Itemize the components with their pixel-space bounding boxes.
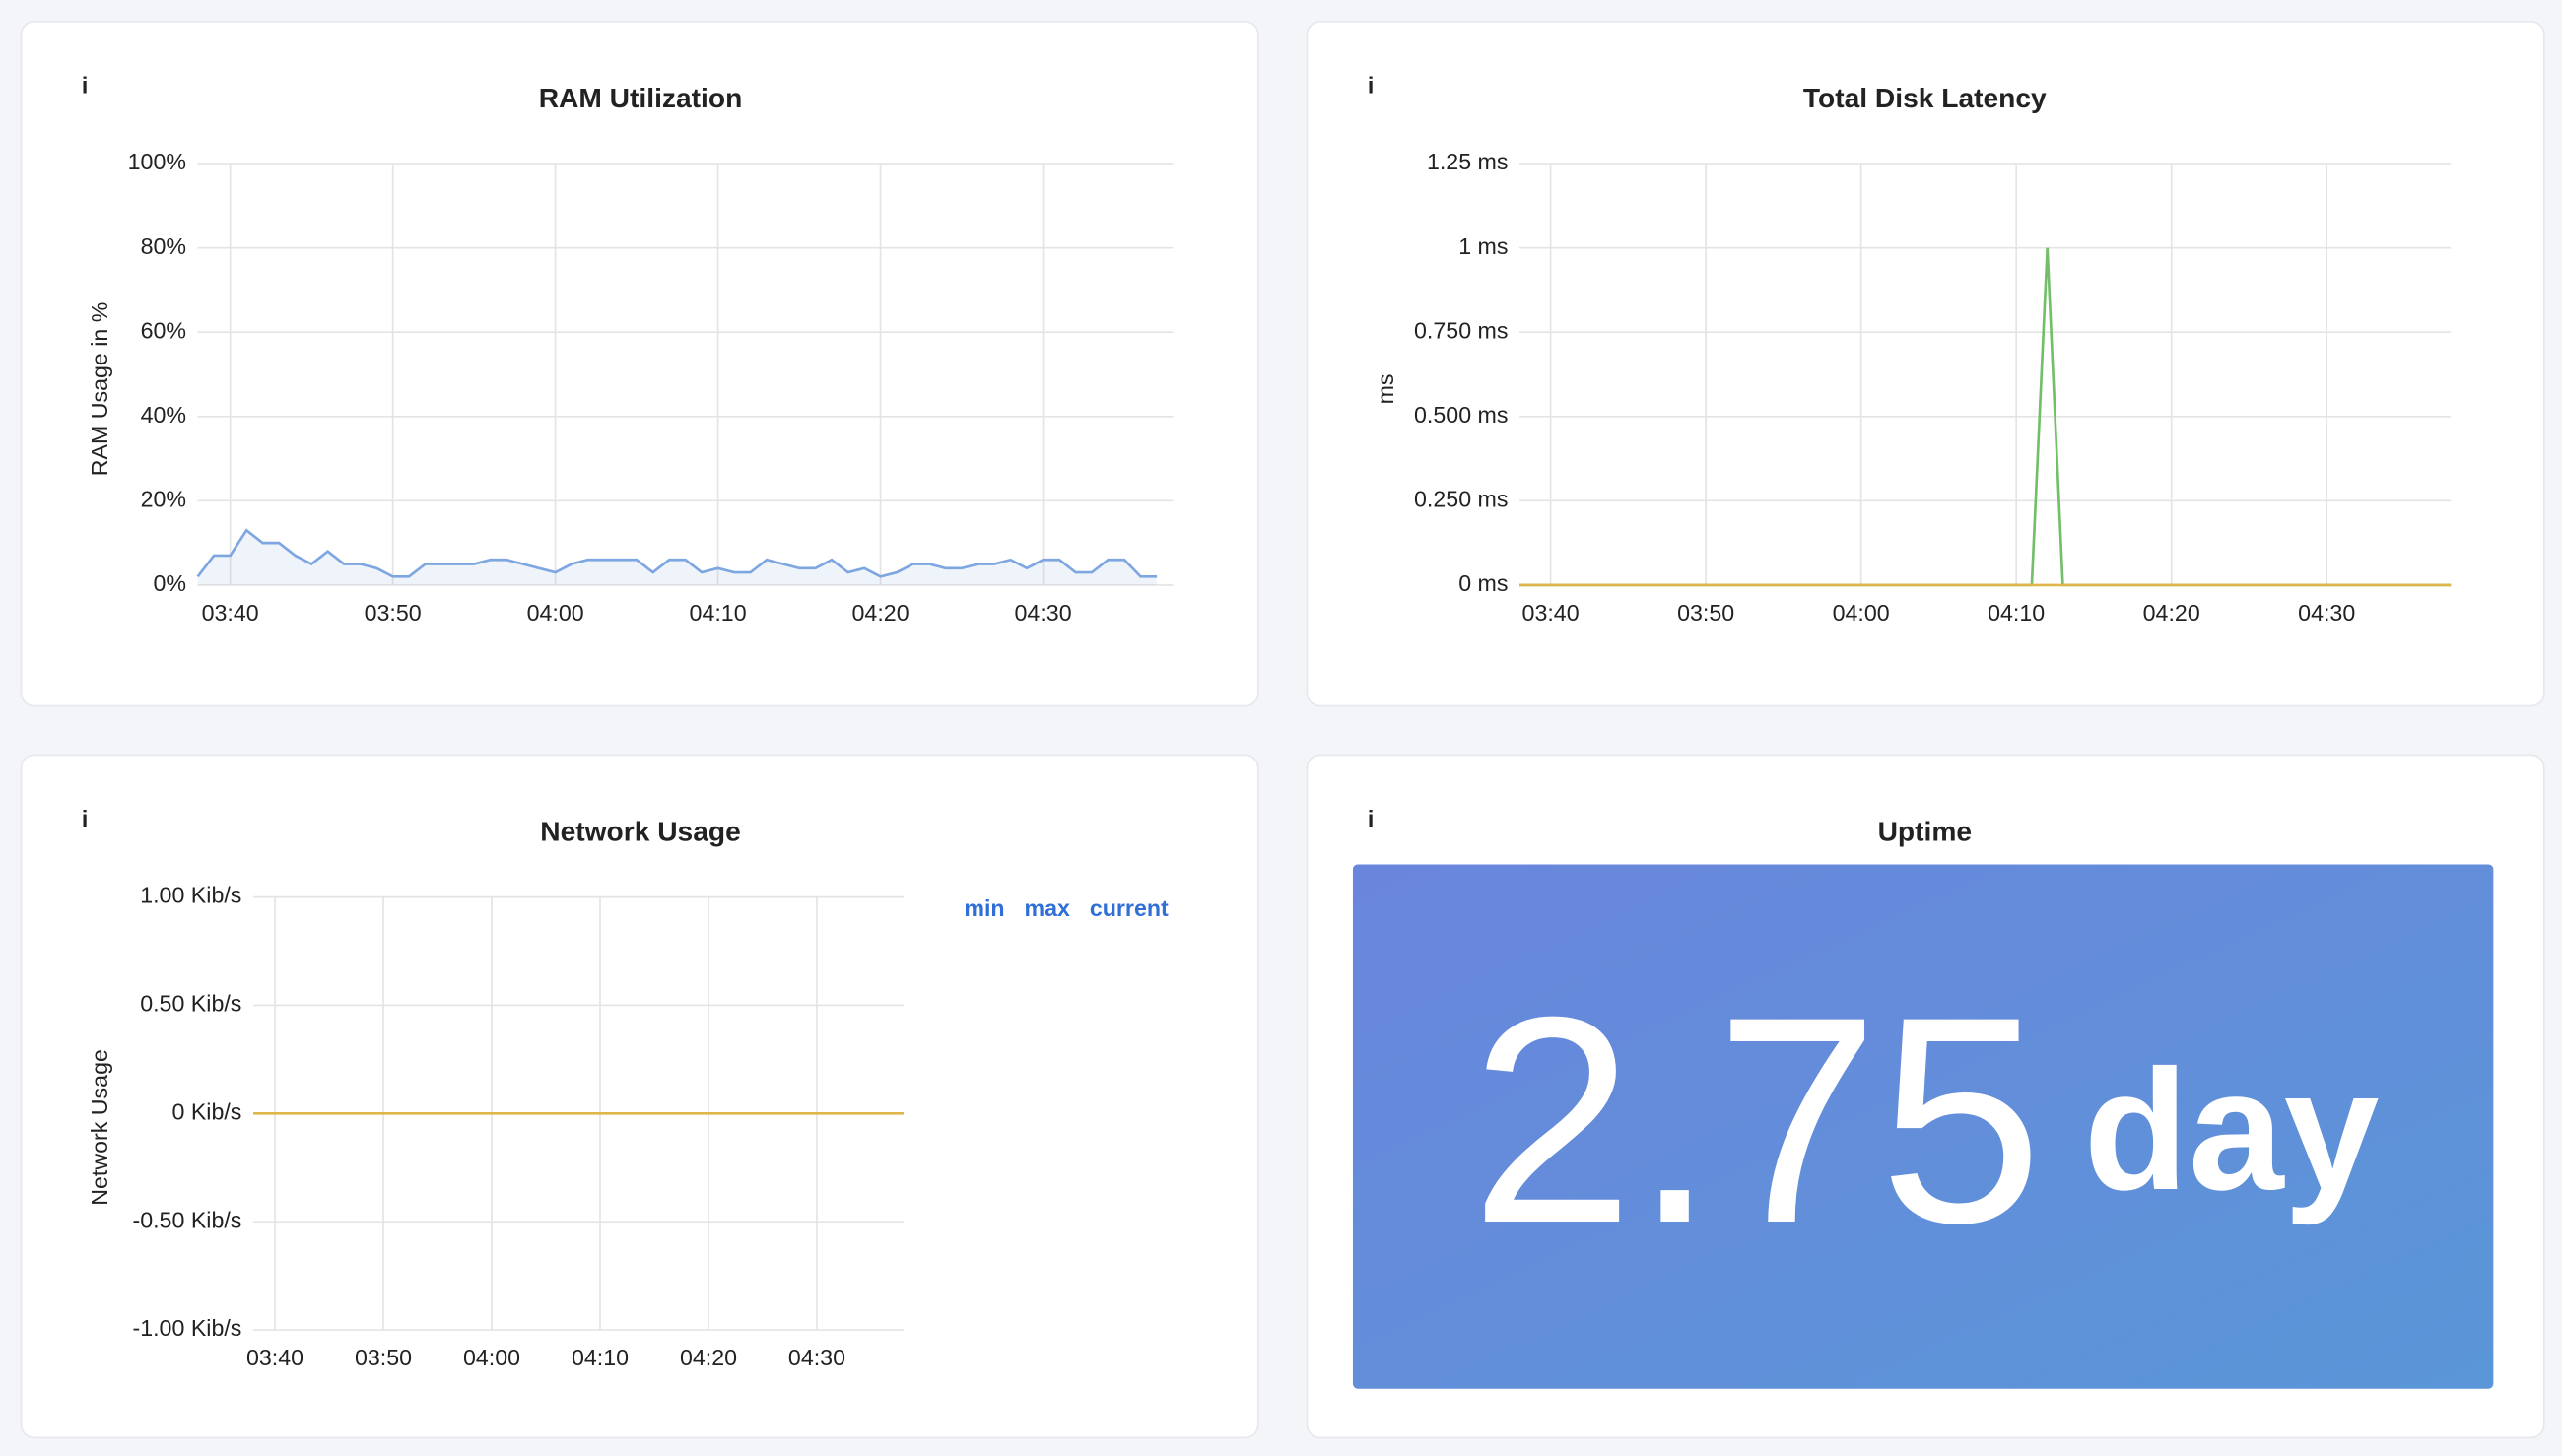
y-tick-label: 0.500 ms <box>1414 402 1508 428</box>
legend-column-header: max <box>1024 895 1070 921</box>
x-tick-label: 03:50 <box>365 600 422 626</box>
x-tick-label: 04:10 <box>690 600 747 626</box>
info-icon[interactable]: i <box>82 72 88 98</box>
panel <box>20 21 1259 707</box>
x-tick-label: 04:30 <box>1015 600 1072 626</box>
y-tick-label: 80% <box>141 233 186 259</box>
x-tick-label: 03:50 <box>355 1345 412 1370</box>
y-tick-label: 60% <box>141 317 186 343</box>
y-tick-label: 0.750 ms <box>1414 317 1508 343</box>
stat-value: 2.75 day <box>1470 957 2379 1285</box>
panel <box>20 754 1259 1439</box>
stat-unit: day <box>2083 1033 2379 1225</box>
info-icon[interactable]: i <box>1368 72 1374 98</box>
x-tick-label: 04:30 <box>2298 600 2355 626</box>
x-tick-label: 04:00 <box>463 1345 520 1370</box>
y-tick-label: 0.250 ms <box>1414 486 1508 511</box>
y-tick-label: 20% <box>141 486 186 511</box>
x-tick-label: 04:00 <box>1833 600 1890 626</box>
y-tick-label: 1.25 ms <box>1427 149 1509 174</box>
info-icon[interactable]: i <box>1368 806 1374 831</box>
x-tick-label: 04:20 <box>852 600 910 626</box>
x-tick-label: 04:10 <box>572 1345 629 1370</box>
panel-title: RAM Utilization <box>539 82 743 113</box>
y-axis-label: RAM Usage in % <box>87 302 112 477</box>
x-tick-label: 04:20 <box>680 1345 737 1370</box>
y-tick-label: 0.50 Kib/s <box>140 991 241 1017</box>
y-tick-label: 0 ms <box>1458 570 1508 596</box>
legend-column-header: min <box>964 895 1004 921</box>
y-tick-label: 1.00 Kib/s <box>140 883 241 908</box>
y-tick-label: 40% <box>141 402 186 428</box>
y-axis-label: ms <box>1373 373 1398 404</box>
x-tick-label: 04:30 <box>788 1345 845 1370</box>
y-tick-label: 100% <box>128 149 186 174</box>
legend-column-header: current <box>1090 895 1169 921</box>
panel <box>1306 21 2545 707</box>
y-axis-label: Network Usage <box>87 1049 112 1206</box>
x-tick-label: 04:00 <box>527 600 584 626</box>
y-tick-label: -0.50 Kib/s <box>132 1207 241 1232</box>
x-tick-label: 04:20 <box>2143 600 2200 626</box>
x-tick-label: 03:40 <box>1522 600 1580 626</box>
y-tick-label: 0 Kib/s <box>171 1098 241 1124</box>
x-tick-label: 03:50 <box>1677 600 1734 626</box>
x-tick-label: 04:10 <box>1988 600 2045 626</box>
stat-number: 2.75 <box>1470 957 2043 1285</box>
y-tick-label: 0% <box>153 570 186 596</box>
panel-title: Uptime <box>1878 815 1972 846</box>
stat-background <box>1352 864 2494 1389</box>
y-tick-label: -1.00 Kib/s <box>132 1315 241 1341</box>
x-tick-label: 03:40 <box>202 600 259 626</box>
panel-title: Total Disk Latency <box>1803 82 2047 113</box>
panel-title: Network Usage <box>540 815 741 846</box>
x-tick-label: 03:40 <box>246 1345 303 1370</box>
info-icon[interactable]: i <box>82 806 88 831</box>
area <box>197 530 1158 585</box>
line <box>196 528 1158 578</box>
y-tick-label: 1 ms <box>1458 233 1508 259</box>
